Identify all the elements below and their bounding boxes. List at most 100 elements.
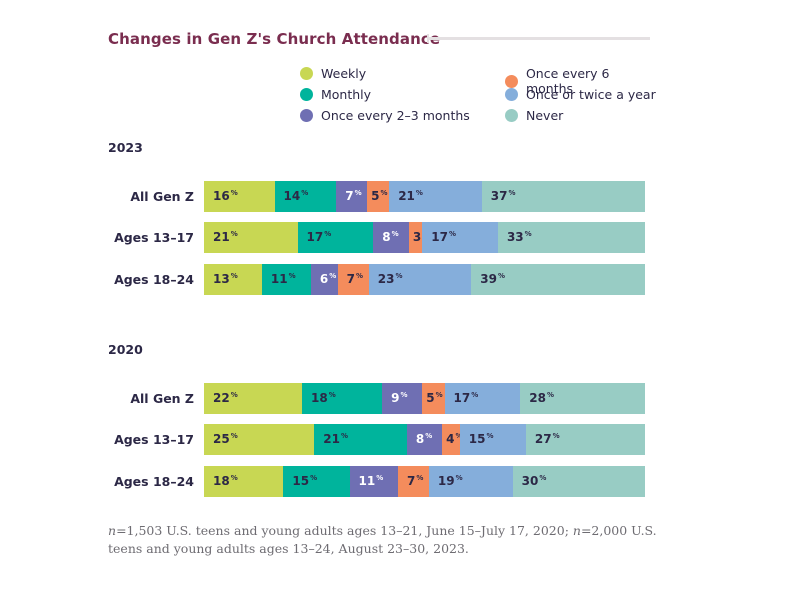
data-label: 8% xyxy=(382,230,399,244)
stacked-bar: 21%17%8%3%17%33% xyxy=(204,222,645,253)
data-label: 39% xyxy=(480,272,505,286)
data-label: 6% xyxy=(319,272,337,286)
bar-segment: 28% xyxy=(520,383,645,414)
legend-label: Never xyxy=(526,108,564,123)
legend-item: Once or twice a year xyxy=(505,87,656,102)
legend-swatch-icon xyxy=(505,88,518,101)
legend-item: Monthly xyxy=(300,87,371,102)
chart-title: Changes in Gen Z's Church Attendance xyxy=(108,30,441,48)
data-label: 4% xyxy=(446,432,462,446)
bar-segment: 8% xyxy=(373,222,409,253)
bar-segment: 7% xyxy=(337,264,369,295)
bar-segment: 33% xyxy=(497,222,645,253)
category-label: Ages 18–24 xyxy=(114,474,194,489)
category-label: All Gen Z xyxy=(130,189,194,204)
data-label: 37% xyxy=(490,189,516,203)
bar-segment: 5% xyxy=(422,383,445,414)
data-label: 7% xyxy=(407,474,424,488)
legend-label: Once or twice a year xyxy=(526,87,656,102)
stacked-bar: 16% 14% 7% 5% 21% 37% xyxy=(204,181,645,212)
category-label: Ages 18–24 xyxy=(114,272,194,287)
bar-segment: 4% xyxy=(442,424,463,455)
data-label: 28% xyxy=(529,391,554,405)
bar-segment: 17% xyxy=(422,222,498,253)
bar-segment: 21% xyxy=(389,181,482,212)
category-label: All Gen Z xyxy=(130,391,194,406)
category-label: Ages 13–17 xyxy=(114,230,194,245)
data-label: 23% xyxy=(377,272,403,286)
data-label: 33% xyxy=(506,230,532,244)
bar-segment: 25% xyxy=(204,424,315,455)
bar-segment: 21% xyxy=(204,222,298,253)
data-label: 17% xyxy=(306,230,332,244)
legend-item: Once every 6 months xyxy=(505,66,660,96)
data-label: 7% xyxy=(346,272,363,286)
bar-segment: 23% xyxy=(368,264,472,295)
bar-segment: 37% xyxy=(481,181,645,212)
data-label: 18% xyxy=(311,391,336,405)
data-label: 25% xyxy=(213,432,238,446)
bar-segment: 5% xyxy=(367,181,390,212)
data-label: 30% xyxy=(521,474,547,488)
year-heading: 2020 xyxy=(108,342,143,357)
data-label: 5% xyxy=(371,189,388,203)
bar-segment: 6% xyxy=(310,264,338,295)
legend-label: Once every 6 months xyxy=(525,66,610,96)
bar-segment: 16% xyxy=(204,181,275,212)
bar-segment: 22% xyxy=(204,383,302,414)
bar-segment: 18% xyxy=(302,383,383,414)
data-label: 11% xyxy=(270,272,296,286)
stacked-bar: 25% 21% 8% 4% 15% 27% xyxy=(204,424,645,455)
legend-label: Monthly xyxy=(321,87,372,102)
bar-segment: 11% xyxy=(261,264,311,295)
bar-segment: 3% xyxy=(408,222,429,253)
legend: Weekly Monthly Once every 2–3 months Once e… xyxy=(300,66,660,130)
bar-segment: 8% xyxy=(406,424,443,455)
bar-segment: 13% xyxy=(204,264,262,295)
bar-segment: 39% xyxy=(471,264,645,295)
data-label: 11% xyxy=(358,474,384,488)
legend-swatch-icon xyxy=(300,67,313,80)
bar-segment: 7% xyxy=(336,181,368,212)
title-divider xyxy=(427,34,650,43)
data-label: 15% xyxy=(292,474,318,488)
bar-segment: 30% xyxy=(512,466,645,497)
data-label: 17% xyxy=(431,230,456,244)
legend-swatch-icon xyxy=(505,109,518,122)
data-label: 19% xyxy=(437,474,463,488)
data-label: 8% xyxy=(415,432,433,446)
legend-swatch-icon xyxy=(505,74,518,88)
footnote-text: n=1,503 U.S. teens and young adults ages… xyxy=(108,523,657,556)
legend-label: Once every 2–3 months xyxy=(321,108,470,123)
data-label: 27% xyxy=(534,432,560,446)
stacked-bar: 22% 18% 9% 5% 17% 28% xyxy=(204,383,645,414)
data-label: 22% xyxy=(213,391,238,405)
legend-label: Weekly xyxy=(321,66,367,81)
data-label: 9% xyxy=(391,391,408,405)
bar-segment: 15% xyxy=(459,424,526,455)
legend-swatch-icon xyxy=(300,109,313,122)
category-label: Ages 13–17 xyxy=(114,432,194,447)
bar-segment: 17% xyxy=(444,383,521,414)
data-label: 16% xyxy=(213,189,238,203)
legend-swatch-icon xyxy=(300,88,313,101)
bar-segment: 18% xyxy=(204,466,284,497)
data-label: 17% xyxy=(453,391,479,405)
data-label: 18% xyxy=(213,474,238,488)
bar-segment: 21% xyxy=(314,424,407,455)
bar-segment: 19% xyxy=(428,466,513,497)
bar-segment: 17% xyxy=(297,222,374,253)
legend-item: Once every 2–3 months xyxy=(300,108,470,123)
legend-item: Weekly xyxy=(300,66,366,81)
data-label: 7% xyxy=(345,189,362,203)
stacked-bar: 18% 15% 11% 7% 19% 30% xyxy=(204,466,645,497)
data-label: 14% xyxy=(283,189,309,203)
bar-segment: 7% xyxy=(398,466,429,497)
bar-segment: 14% xyxy=(274,181,337,212)
year-heading: 2023 xyxy=(108,140,143,155)
bar-segment: 9% xyxy=(382,383,423,414)
legend-item: Never xyxy=(505,108,563,123)
data-label: 21% xyxy=(323,432,348,446)
bar-segment: 11% xyxy=(349,466,399,497)
data-label: 13% xyxy=(213,272,238,286)
